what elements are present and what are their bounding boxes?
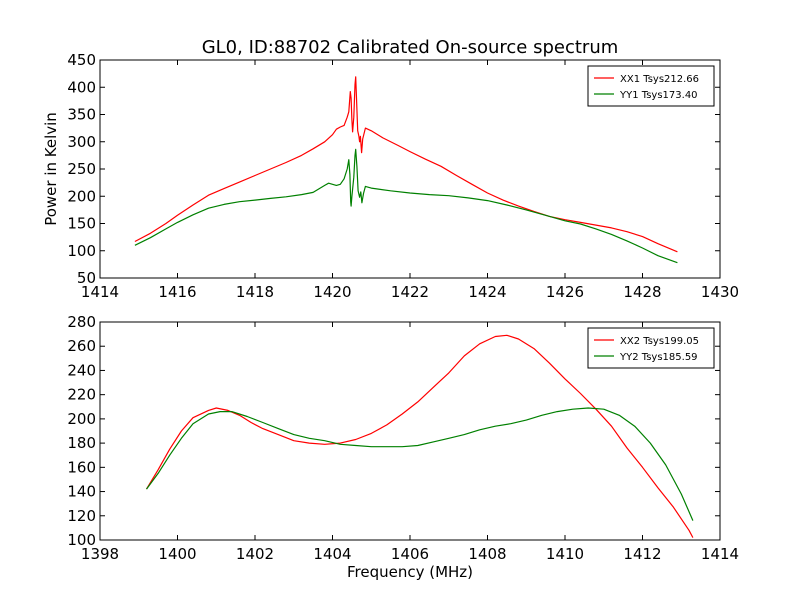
bottom-x-tick-label: 1402 <box>236 545 274 563</box>
top-y-tick-label: 450 <box>67 51 96 69</box>
top-y-tick-label: 50 <box>77 269 96 287</box>
bottom-y-tick-label: 220 <box>67 386 96 404</box>
bottom-series-line-2 <box>146 407 694 521</box>
top-x-tick-label: 1428 <box>623 283 661 301</box>
bottom-x-tick-label: 1408 <box>468 545 506 563</box>
bottom-y-tick-label: 100 <box>67 531 96 549</box>
bottom-x-tick-label: 1406 <box>391 545 429 563</box>
top-y-tick-label: 100 <box>67 242 96 260</box>
bottom-x-tick-label: 1404 <box>313 545 351 563</box>
bottom-y-tick-label: 260 <box>67 337 96 355</box>
bottom-y-tick-label: 160 <box>67 458 96 476</box>
top-legend-label: YY1 Tsys173.40 <box>619 90 698 101</box>
bottom-plot-lines <box>145 334 694 538</box>
top-legend-label: XX1 Tsys212.66 <box>620 74 699 85</box>
top-x-tick-label: 1422 <box>391 283 429 301</box>
top-x-tick-label: 1418 <box>236 283 274 301</box>
bottom-legend-label: YY2 Tsys185.59 <box>619 352 698 363</box>
bottom-plot-x-ticks: 1398 1400 1402 1404 1406 1408 1410 1412 1414 <box>81 322 739 563</box>
bottom-y-tick-label: 200 <box>67 410 96 428</box>
top-y-tick-label: 350 <box>67 106 96 124</box>
bottom-x-tick-label: 1410 <box>546 545 584 563</box>
bottom-x-tick-label: 1400 <box>158 545 196 563</box>
top-series-line-1 <box>134 76 678 253</box>
top-y-tick-label: 250 <box>67 160 96 178</box>
top-x-tick-label: 1430 <box>701 283 739 301</box>
bottom-legend-box <box>587 327 715 369</box>
top-x-tick-label: 1426 <box>546 283 584 301</box>
top-y-tick-label: 200 <box>67 187 96 205</box>
bottom-x-tick-label: 1414 <box>701 545 739 563</box>
top-plot-legend: XX1 Tsys212.66 YY1 Tsys173.40 <box>587 65 715 107</box>
bottom-y-tick-label: 120 <box>67 507 96 525</box>
top-plot: Power in Kelvin 1414 1416 1418 1420 1422 1424… <box>42 51 739 301</box>
top-x-tick-label: 1420 <box>313 283 351 301</box>
top-plot-x-ticks: 1414 1416 1418 1420 1422 1424 1426 1428 1430 <box>81 60 739 301</box>
top-x-tick-label: 1414 <box>81 283 119 301</box>
top-plot-lines <box>134 76 678 264</box>
bottom-y-tick-label: 180 <box>67 434 96 452</box>
figure-title: GL0, ID:88702 Calibrated On-source spect… <box>202 37 619 58</box>
bottom-y-tick-label: 240 <box>67 361 96 379</box>
bottom-series-line-1 <box>145 334 694 538</box>
bottom-legend-label: XX2 Tsys199.05 <box>620 336 699 347</box>
bottom-plot-y-ticks: 100 120 140 160 180 200 220 240 260 280 <box>67 313 720 549</box>
top-y-tick-label: 400 <box>67 78 96 96</box>
top-y-tick-label: 150 <box>67 215 96 233</box>
top-x-tick-label: 1424 <box>468 283 506 301</box>
top-y-tick-label: 300 <box>67 133 96 151</box>
bottom-x-tick-label: 1398 <box>81 545 119 563</box>
bottom-y-tick-label: 140 <box>67 483 96 501</box>
top-plot-ylabel: Power in Kelvin <box>42 112 60 226</box>
top-plot-y-ticks: 50 100 150 200 250 300 350 400 450 <box>67 51 720 287</box>
bottom-plot-xlabel: Frequency (MHz) <box>347 563 473 581</box>
bottom-y-tick-label: 280 <box>67 313 96 331</box>
top-series-line-2 <box>134 148 678 264</box>
top-legend-box <box>587 65 715 107</box>
top-x-tick-label: 1416 <box>158 283 196 301</box>
bottom-plot-legend: XX2 Tsys199.05 YY2 Tsys185.59 <box>587 327 715 369</box>
bottom-plot: Frequency (MHz) 1398 1400 1402 1404 1406 1408… <box>67 313 739 581</box>
bottom-x-tick-label: 1412 <box>623 545 661 563</box>
